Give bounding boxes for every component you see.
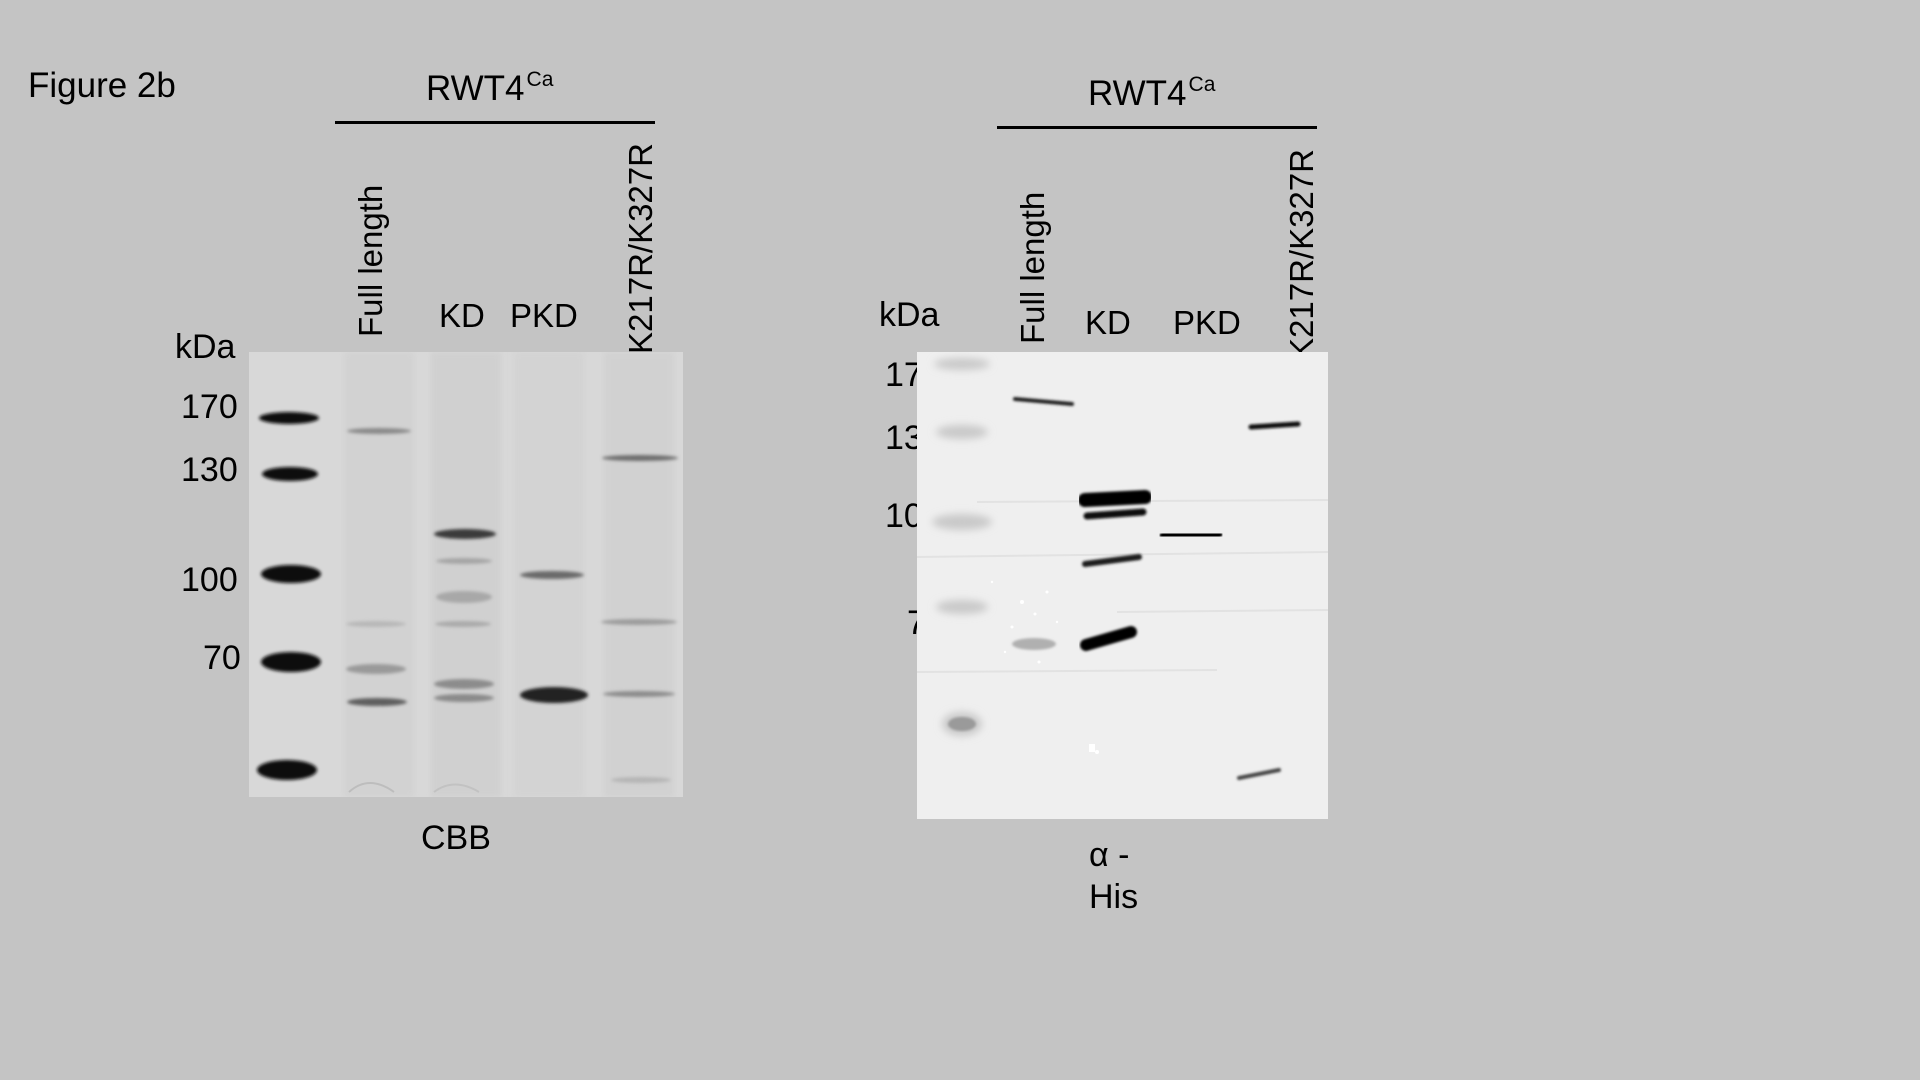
left-group-bar <box>335 121 655 124</box>
left-lane-pkd: PKD <box>510 297 578 334</box>
figure-label: Figure 2b <box>28 66 176 105</box>
left-marker-170: 170 <box>181 388 238 426</box>
right-lane-kd: KD <box>1085 304 1131 341</box>
left-marker-130: 130 <box>181 451 238 489</box>
left-caption: CBB <box>421 819 491 857</box>
left-lane-kd: KD <box>439 297 485 334</box>
his-blot-image <box>917 352 1328 819</box>
right-lane-full-length: Full length <box>1014 191 1051 344</box>
right-lane-k217r-k327r: K217R/K327R <box>1283 149 1320 360</box>
left-lane-full-length: Full length <box>352 184 389 337</box>
left-unit-label: kDa <box>175 328 236 366</box>
right-group-name: RWT4 <box>1088 74 1187 113</box>
right-caption-line1: α - <box>1089 836 1130 874</box>
cbb-gel-svg <box>249 352 683 797</box>
left-lane-k217r-k327r: K217R/K327R <box>622 143 659 354</box>
right-unit-label: kDa <box>879 296 940 334</box>
left-marker-100: 100 <box>181 561 238 599</box>
left-marker-70: 70 <box>203 639 241 677</box>
left-group-superscript: Ca <box>526 68 554 91</box>
right-group-superscript: Ca <box>1188 73 1216 96</box>
his-blot-svg <box>917 352 1328 819</box>
cbb-gel-image <box>249 352 683 797</box>
right-caption-line2: His <box>1089 878 1139 916</box>
right-group-bar <box>997 126 1317 129</box>
right-group-label: RWT4Ca <box>1088 73 1215 114</box>
right-lane-pkd: PKD <box>1173 304 1241 341</box>
left-group-name: RWT4 <box>426 69 525 108</box>
left-group-label: RWT4Ca <box>426 68 553 109</box>
